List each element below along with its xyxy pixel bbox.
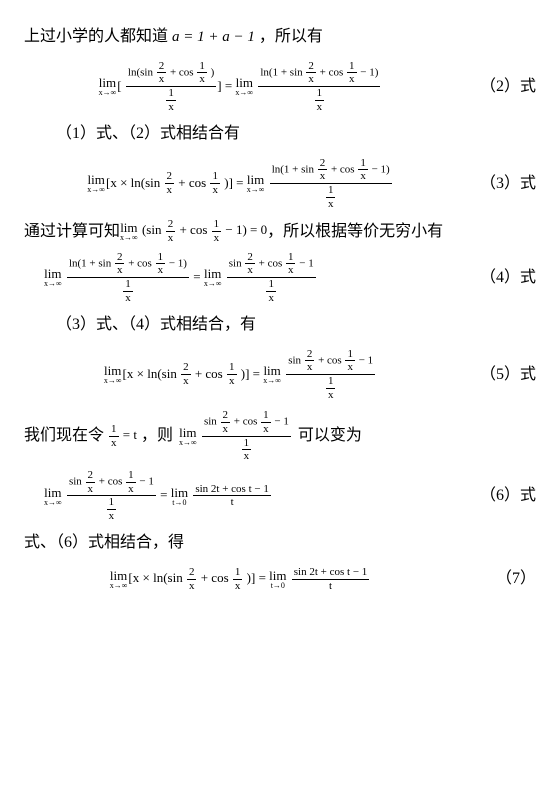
para-1: 上过小学的人都知道 a = 1 + a − 1 ，所以有 (24, 24, 536, 50)
eq6-tag: （6）式 (456, 483, 536, 509)
lim-icon: limt→0 (171, 486, 188, 506)
inline-eq: a = 1 + a − 1 (172, 29, 255, 45)
eq7-tag: （7） (456, 566, 536, 592)
lim-icon: limx→∞ (44, 486, 62, 506)
substitution-eq: 1x = t (108, 423, 137, 449)
equation-6: limx→∞ sin 2x + cos 1x − 1 1x = limt→0 s… (24, 469, 536, 523)
lim-icon: limx→∞ (110, 569, 128, 589)
lim-icon: limx→∞ (179, 426, 197, 446)
eq7-formula: limx→∞ [x × ln(sin 2x + cos 1x )] = limt… (24, 566, 456, 592)
eq4-tag: （4）式 (456, 265, 536, 291)
lim-icon: limx→∞ (120, 221, 138, 241)
lim-icon: limx→∞ (44, 267, 62, 287)
inline-frac-repeat: limx→∞ sin 2x + cos 1x − 1 1x (179, 409, 292, 463)
para-6: 式、（6）式相结合，得 (24, 530, 536, 556)
inline-limit-zero: limx→∞ (sin 2x + cos 1x − 1) = 0 (120, 218, 267, 244)
p1b: ，所以有 (259, 28, 323, 45)
equation-2: lim x→∞ [ ln(sin 2x + cos 1x ) 1x ] = li… (24, 60, 536, 114)
lim-icon: limx→∞ (204, 267, 222, 287)
lim-icon: limx→∞ (104, 364, 122, 384)
lim-icon: lim x→∞ (99, 76, 117, 96)
equation-5: limx→∞ [x × ln(sin 2x + cos 1x )] = limx… (24, 348, 536, 402)
eq6-formula: limx→∞ sin 2x + cos 1x − 1 1x = limt→0 s… (24, 469, 456, 523)
eq2-tag: （2）式 (456, 74, 536, 100)
para-2: （1）式、（2）式相结合有 (24, 121, 536, 147)
eq3-formula: limx→∞ [x × ln(sin 2x + cos 1x )] = limx… (24, 157, 456, 211)
equation-4: limx→∞ ln(1 + sin 2x + cos 1x − 1) 1x = … (24, 251, 536, 305)
p1a: 上过小学的人都知道 (24, 28, 168, 45)
eq4-formula: limx→∞ ln(1 + sin 2x + cos 1x − 1) 1x = … (24, 251, 456, 305)
equation-7: limx→∞ [x × ln(sin 2x + cos 1x )] = limt… (24, 566, 536, 592)
lim-icon: limx→∞ (247, 173, 265, 193)
lim-icon: limx→∞ (87, 173, 105, 193)
para-4: （3）式、（4）式相结合，有 (24, 312, 536, 338)
lim-icon: lim x→∞ (235, 76, 253, 96)
eq3-tag: （3）式 (456, 171, 536, 197)
eq5-tag: （5）式 (456, 362, 536, 388)
lim-icon: limt→0 (269, 569, 286, 589)
eq5-formula: limx→∞ [x × ln(sin 2x + cos 1x )] = limx… (24, 348, 456, 402)
eq2-formula: lim x→∞ [ ln(sin 2x + cos 1x ) 1x ] = li… (24, 60, 456, 114)
para-5: 我们现在令 1x = t ，则 limx→∞ sin 2x + cos 1x −… (24, 409, 536, 463)
lim-icon: limx→∞ (263, 364, 281, 384)
equation-3: limx→∞ [x × ln(sin 2x + cos 1x )] = limx… (24, 157, 536, 211)
para-3: 通过计算可知 limx→∞ (sin 2x + cos 1x − 1) = 0 … (24, 218, 536, 244)
